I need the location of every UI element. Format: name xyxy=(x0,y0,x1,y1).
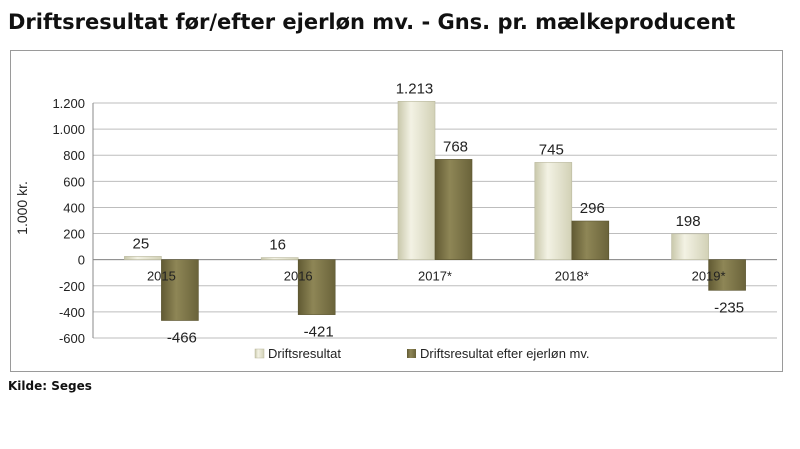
data-label: 1.213 xyxy=(396,80,434,97)
legend-label-efter-ejerloen: Driftsresultat efter ejerløn mv. xyxy=(420,346,590,361)
chart-frame: 1.200 1.000 800 600 400 200 0 -200 -400 -600 2015 2… xyxy=(10,50,783,372)
labels: 1.200 1.000 800 600 400 200 0 -200 -400 -600 2015 2… xyxy=(52,80,744,346)
y-tick-label: 400 xyxy=(63,200,85,215)
legend: Driftsresultat Driftsresultat efter ejer… xyxy=(254,346,590,361)
bar-chart: 1.200 1.000 800 600 400 200 0 -200 -400 -600 2015 2… xyxy=(14,80,777,361)
data-label: 296 xyxy=(580,200,605,217)
x-tick-label: 2016 xyxy=(284,269,313,284)
y-tick-label: 600 xyxy=(63,174,85,189)
legend-swatch-efter-ejerloen xyxy=(407,349,416,358)
data-label: 25 xyxy=(133,235,150,252)
data-label: 198 xyxy=(676,213,701,230)
bar-efter-ejerloen xyxy=(434,159,473,260)
bar-driftsresultat xyxy=(534,162,573,260)
data-label: -421 xyxy=(304,324,334,341)
y-tick-label: 1.200 xyxy=(52,96,85,111)
source-note: Kilde: Seges xyxy=(8,379,92,393)
y-tick-label: -200 xyxy=(59,279,85,294)
data-label: 16 xyxy=(269,237,286,254)
y-tick-label: 0 xyxy=(78,253,85,268)
legend-swatch-driftsresultat xyxy=(254,348,265,359)
bar-driftsresultat xyxy=(397,101,436,260)
data-label: -235 xyxy=(714,299,744,316)
bar-efter-ejerloen xyxy=(571,220,610,260)
bars xyxy=(124,101,746,321)
legend-label-driftsresultat: Driftsresultat xyxy=(268,346,341,361)
bar-driftsresultat xyxy=(124,256,162,260)
bar-efter-ejerloen xyxy=(297,259,336,315)
x-tick-label: 2015 xyxy=(147,269,176,284)
data-label: 768 xyxy=(443,138,468,155)
x-tick-label: 2019* xyxy=(692,269,726,284)
bar-efter-ejerloen xyxy=(708,259,746,291)
bar-driftsresultat xyxy=(260,257,299,260)
data-label: 745 xyxy=(539,141,564,158)
y-tick-label: 1.000 xyxy=(52,122,85,137)
y-axis-label: 1.000 kr. xyxy=(14,181,30,235)
y-tick-label: -600 xyxy=(59,331,85,346)
x-tick-label: 2017* xyxy=(418,269,452,284)
y-tick-label: -400 xyxy=(59,305,85,320)
bar-driftsresultat xyxy=(671,233,709,260)
chart-title: Driftsresultat før/efter ejerløn mv. - G… xyxy=(8,10,736,34)
x-tick-label: 2018* xyxy=(555,269,589,284)
y-tick-label: 800 xyxy=(63,148,85,163)
y-tick-label: 200 xyxy=(63,227,85,242)
bar-efter-ejerloen xyxy=(161,259,199,321)
data-label: -466 xyxy=(167,330,197,347)
